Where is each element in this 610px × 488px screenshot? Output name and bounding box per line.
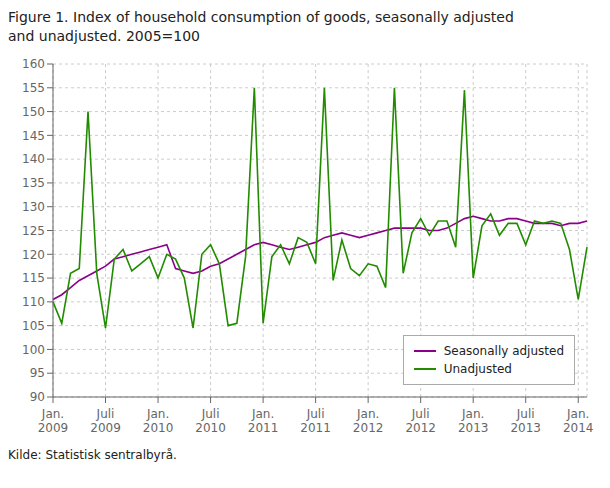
html-text:and unadjusted. 2005=100: and unadjusted. 2005=100	[8, 28, 200, 44]
html-text:Unadjusted: Unadjusted	[443, 362, 512, 376]
svg-text:Juli2010: Juli2010	[195, 407, 226, 435]
svg-text:90: 90	[30, 390, 45, 404]
html-text:Figure 1. Index of household c: Figure 1. Index of household consumption…	[8, 9, 514, 25]
svg-text:155: 155	[22, 81, 45, 95]
svg-text:150: 150	[22, 105, 45, 119]
svg-text:Jan.2012: Jan.2012	[353, 407, 384, 435]
svg-text:125: 125	[22, 224, 45, 238]
html-text:Kilde: Statistisk sentralbyrå.: Kilde: Statistisk sentralbyrå.	[8, 448, 177, 462]
svg-text:115: 115	[22, 271, 45, 285]
svg-text:Jan.2013: Jan.2013	[458, 407, 489, 435]
svg-text:Juli2012: Juli2012	[405, 407, 436, 435]
html-text:Seasonally adjusted: Seasonally adjusted	[443, 344, 564, 358]
svg-text:130: 130	[22, 200, 45, 214]
svg-text:Jan.2011: Jan.2011	[248, 407, 279, 435]
svg-text:110: 110	[22, 295, 45, 309]
svg-text:135: 135	[22, 176, 45, 190]
svg-text:Juli2009: Juli2009	[90, 407, 121, 435]
svg-text:Jan.2009: Jan.2009	[38, 407, 69, 435]
svg-text:160: 160	[22, 57, 45, 71]
svg-text:Jan.2010: Jan.2010	[143, 407, 174, 435]
svg-text:95: 95	[30, 366, 45, 380]
svg-text:Juli2011: Juli2011	[300, 407, 331, 435]
svg-text:140: 140	[22, 152, 45, 166]
svg-text:Jan.2014: Jan.2014	[563, 407, 594, 435]
svg-text:120: 120	[22, 248, 45, 262]
svg-text:100: 100	[22, 343, 45, 357]
svg-text:145: 145	[22, 129, 45, 143]
svg-text:105: 105	[22, 319, 45, 333]
svg-text:Juli2013: Juli2013	[510, 407, 541, 435]
